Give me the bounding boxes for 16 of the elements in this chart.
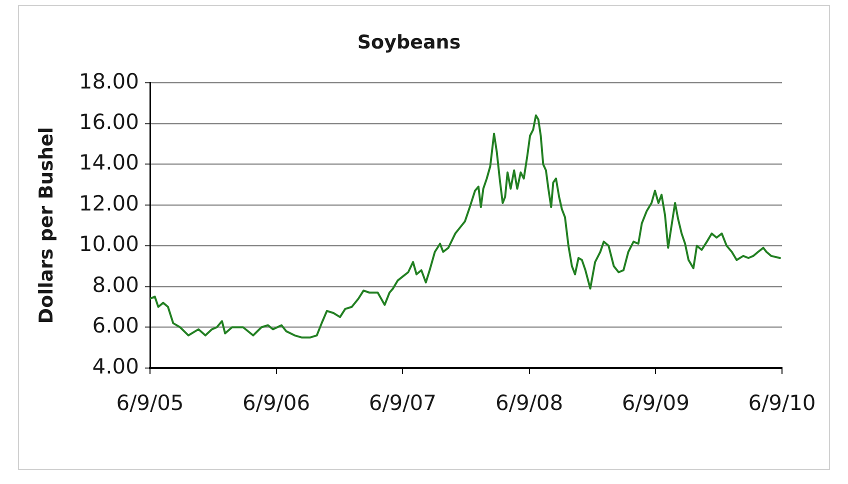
x-tick-label: 6/9/08 <box>496 391 564 416</box>
x-tick-label: 6/9/10 <box>748 391 816 416</box>
y-tick-label: 14.00 <box>78 150 139 175</box>
y-tick-label: 10.00 <box>78 232 139 256</box>
chart-title: Soybeans <box>357 31 461 54</box>
y-tick-label: 18.00 <box>78 69 139 94</box>
y-tick-label: 6.00 <box>92 314 139 338</box>
x-tick-label: 6/9/06 <box>242 391 310 416</box>
y-tick-label: 4.00 <box>92 354 139 378</box>
y-tick-label: 12.00 <box>78 191 139 216</box>
y-axis-title: Dollars per Bushel <box>35 127 58 324</box>
y-tick-label: 8.00 <box>92 272 139 297</box>
x-tick-label: 6/9/09 <box>622 391 690 416</box>
x-tick-label: 6/9/05 <box>116 391 184 416</box>
x-tick-label: 6/9/07 <box>368 391 436 416</box>
y-tick-label: 16.00 <box>78 110 139 134</box>
